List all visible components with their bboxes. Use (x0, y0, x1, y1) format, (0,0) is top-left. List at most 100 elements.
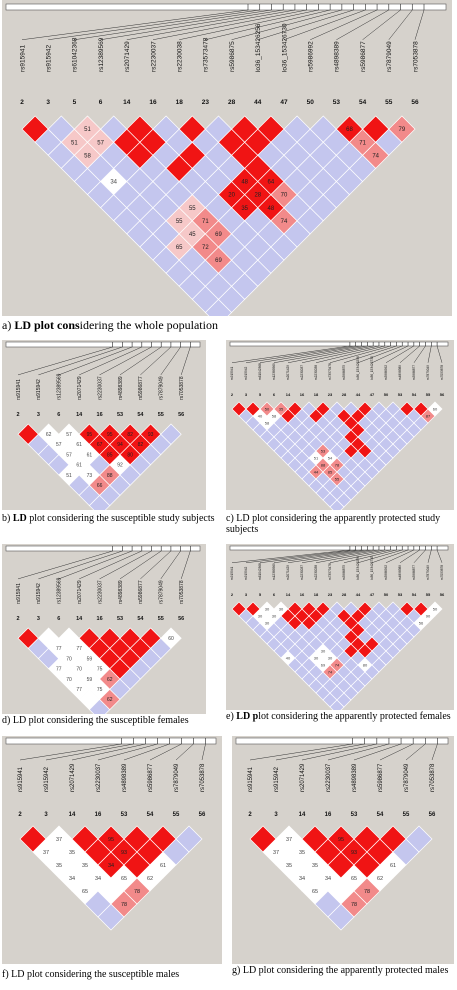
snp-map-line (99, 550, 152, 580)
snp-label: rs5986875 (342, 565, 346, 580)
snp-label: rs915941 (230, 366, 234, 380)
ld-value: 48 (241, 180, 248, 186)
ld-value: 59 (87, 677, 93, 683)
ld-value: 35 (312, 863, 318, 869)
ld-value: 51 (66, 473, 72, 479)
marker-number: 47 (370, 592, 375, 597)
marker-number: 28 (342, 392, 347, 397)
snp-map-line (379, 743, 414, 761)
snp-label: rs2230037 (326, 763, 332, 792)
chromosome-bar (235, 737, 449, 745)
snp-label: rs12389569 (272, 363, 276, 380)
ld-value: 37 (56, 837, 62, 843)
ld-value: 62 (107, 677, 113, 683)
snp-map-line (231, 549, 350, 564)
ld-value: 34 (95, 876, 101, 882)
marker-number: 18 (176, 99, 184, 106)
ld-value: 34 (69, 876, 75, 882)
snp-map-line (413, 549, 426, 563)
snp-label: rs2230037 (97, 580, 103, 604)
ld-cell (405, 825, 433, 853)
marker-number: 28 (228, 99, 236, 106)
snp-label: rs2230037 (300, 565, 304, 580)
snp-label: rs4898389 (118, 580, 124, 604)
marker-number: 14 (69, 812, 76, 818)
snp-label: rs4898389 (398, 365, 402, 380)
ld-value: 57 (56, 442, 62, 448)
marker-number: 2 (231, 392, 234, 397)
marker-number: 50 (384, 392, 389, 397)
ld-value: 30 (265, 620, 270, 625)
snp-label: rs5986877 (360, 41, 367, 72)
marker-number: 56 (440, 592, 445, 597)
ld-value: 35 (82, 863, 88, 869)
marker-number: 6 (57, 616, 60, 622)
marker-number: 16 (300, 592, 305, 597)
snp-map-line (357, 345, 403, 364)
snp-label: rs5986992 (307, 41, 314, 72)
marker-number: 56 (440, 392, 445, 397)
snp-label: rs5986992 (384, 365, 388, 380)
marker-number: 3 (37, 616, 40, 622)
marker-number: 56 (429, 812, 436, 818)
snp-map-line (119, 346, 162, 376)
marker-number: 5 (259, 392, 262, 397)
marker-number: 18 (314, 592, 319, 597)
ld-value: 35 (241, 206, 248, 212)
ld-plot-protected-males: rs915941 rs915942 rs2071429 rs2230037 rs4898… (232, 736, 454, 964)
marker-number: 14 (286, 592, 291, 597)
snp-label: rs7879049 (404, 763, 410, 792)
marker-number: 14 (286, 392, 291, 397)
marker-number: 54 (412, 592, 417, 597)
ld-value: 53 (321, 448, 326, 453)
ld-plot-susceptible-females: rs915941 rs915942 rs12389569 rs2071429 rs223… (2, 544, 206, 714)
marker-number: 53 (398, 392, 403, 397)
ld-value: 80 (127, 452, 133, 458)
ld-value: 78 (364, 889, 370, 895)
ld-value: 70 (76, 667, 82, 673)
snp-label: lo36_153426256 (356, 556, 360, 580)
marker-number: 53 (121, 812, 128, 818)
snp-map-line (126, 9, 295, 41)
ld-plot-susceptible-males: rs915941 rs915942 rs2071429 rs2230037 rs4898… (2, 736, 222, 964)
snp-map-line (385, 549, 414, 563)
snp-label: rs2071429 (77, 376, 83, 400)
snp-map-line (357, 549, 403, 564)
ld-value: 30 (321, 648, 326, 653)
ld-value: 58 (272, 413, 277, 418)
snp-map-line (21, 9, 249, 41)
ld-value: 61 (76, 442, 82, 448)
snp-map-line (160, 550, 181, 580)
chromosome-bar (5, 341, 201, 348)
snp-map-line (287, 549, 374, 564)
snp-map-line (257, 9, 354, 40)
snp-label: rs5986875 (342, 365, 346, 380)
snp-label: rs915942 (244, 366, 248, 380)
ld-value: 64 (268, 180, 275, 186)
ld-value: 69 (321, 662, 326, 667)
ld-plot-svg-c: rs915941 rs915942 rs61042368 rs12389569 rs20… (229, 341, 449, 510)
snp-map-line (160, 346, 181, 376)
ld-plot-svg-g: rs915941 rs915942 rs2071429 rs2230037 rs4898… (235, 737, 449, 931)
ld-value: 74 (335, 662, 340, 667)
snp-map-line (17, 346, 113, 376)
ld-value: 34 (299, 876, 305, 882)
marker-number: 2 (16, 616, 19, 622)
marker-number: 56 (178, 412, 184, 418)
snp-map-line (152, 9, 307, 40)
snp-map-line (371, 549, 409, 564)
snp-label: rs61042368 (258, 363, 262, 380)
snp-label: rs915941 (248, 766, 254, 792)
marker-number: 14 (123, 99, 131, 106)
marker-number: 56 (411, 99, 419, 106)
ld-value: 66 (97, 483, 103, 489)
snp-map-line (179, 9, 319, 40)
snp-label: rs5986875 (229, 41, 236, 72)
snp-label: rs5986877 (138, 580, 144, 604)
marker-number: 3 (46, 99, 50, 106)
marker-number: 28 (342, 592, 347, 597)
marker-number: 16 (300, 392, 305, 397)
ld-value: 55 (176, 219, 183, 225)
marker-number: 44 (254, 99, 262, 106)
ld-value: 75 (97, 687, 103, 693)
